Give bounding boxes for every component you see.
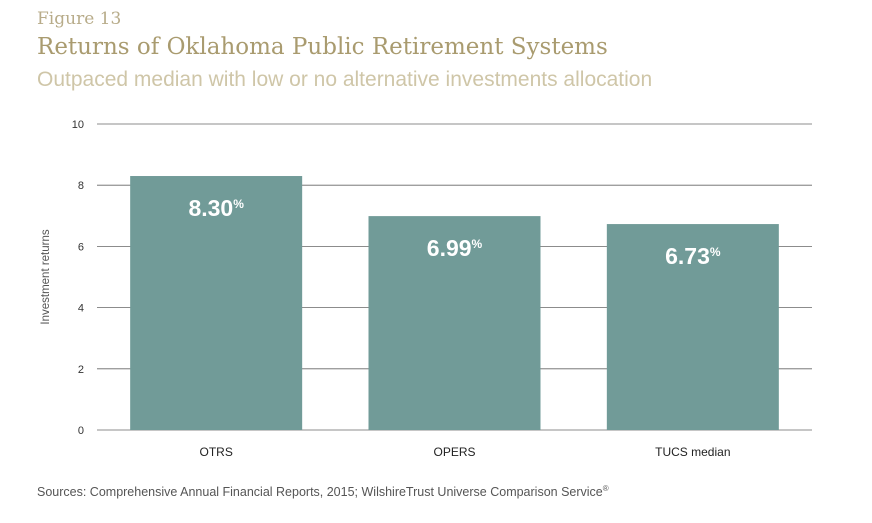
percent-sign: % [233,197,244,211]
percent-sign: % [710,245,721,259]
source-text: Sources: Comprehensive Annual Financial … [37,485,603,500]
chart-subtitle: Outpaced median with low or no alternati… [37,68,653,91]
y-tick-label: 4 [78,303,84,315]
chart-title: Returns of Oklahoma Public Retirement Sy… [37,34,608,60]
bar [606,224,779,430]
bar [368,216,541,430]
x-tick-label: OTRS [199,445,232,459]
y-tick-label: 2 [78,364,84,376]
bar [130,176,303,430]
x-tick-label: OPERS [433,445,475,459]
source-note: Sources: Comprehensive Annual Financial … [37,484,609,499]
y-tick-label: 8 [78,180,84,192]
y-tick-label: 10 [72,119,84,131]
y-axis-label: Investment returns [40,229,52,324]
figure-label: Figure 13 [37,9,122,29]
registered-mark: ® [602,484,609,493]
x-tick-label: TUCS median [655,445,730,459]
y-tick-label: 0 [78,425,84,437]
y-tick-label: 6 [78,241,84,253]
percent-sign: % [472,237,483,251]
